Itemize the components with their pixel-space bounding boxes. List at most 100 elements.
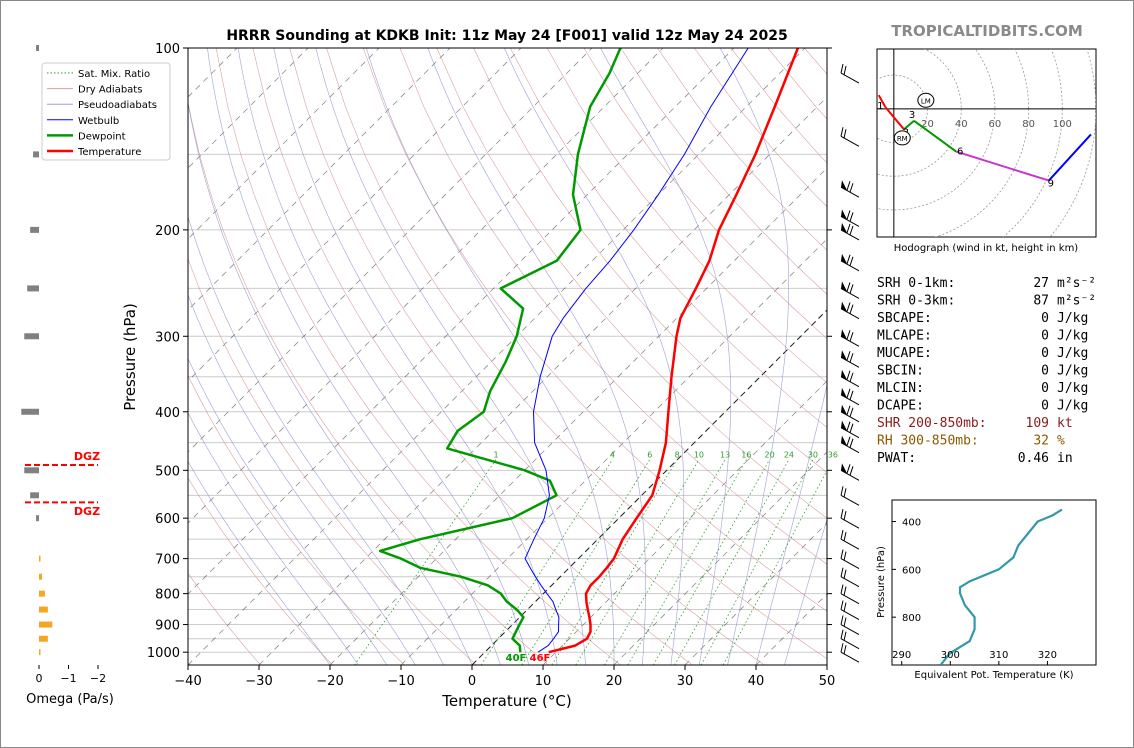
isotherm	[188, 48, 522, 382]
mixing-ratio-line	[604, 459, 726, 665]
omega-bar	[21, 408, 39, 415]
x-tick-label: −10	[387, 674, 414, 689]
barb-tick	[840, 549, 844, 559]
hodograph-panel: 2040608010012369LMRM	[876, 48, 1097, 238]
hodograph-ring-label: 60	[989, 119, 1002, 130]
y-tick-label: 1000	[147, 646, 180, 661]
index-unit: J/kg	[1057, 399, 1088, 414]
legend-label: Dewpoint	[78, 131, 126, 142]
barb-tick	[849, 438, 854, 448]
theta-e-frame	[891, 499, 1097, 666]
y-tick-label: 500	[155, 464, 180, 479]
barb-tick	[846, 351, 851, 361]
barb-tick	[846, 282, 851, 292]
barb-tick	[840, 600, 844, 610]
index-name: MLCAPE:	[877, 329, 932, 344]
index-unit: J/kg	[1057, 329, 1088, 344]
omega-bar	[39, 606, 48, 613]
isotherm	[613, 451, 827, 665]
barb-tick	[840, 615, 844, 625]
y-tick-label: 600	[155, 512, 180, 527]
mixing-ratio-line	[354, 459, 497, 665]
moist-adiabat	[273, 48, 558, 665]
x-tick-label: 20	[606, 674, 623, 689]
dry-adiabat	[510, 48, 827, 428]
index-unit: kt	[1057, 416, 1073, 431]
hodograph-caption: Hodograph (wind in kt, height in km)	[894, 243, 1079, 254]
moist-adiabat	[207, 48, 501, 665]
theta-e-xlabel: Equivalent Pot. Temperature (K)	[914, 670, 1073, 681]
barb-tick	[843, 645, 847, 655]
dry-adiabat	[188, 100, 549, 665]
hodograph-inner: 2040608010012369LMRM	[877, 49, 1096, 237]
mixing-ratio-label: 20	[765, 451, 775, 460]
omega-tick-label: −2	[90, 672, 106, 685]
dry-adiabat	[188, 257, 477, 665]
dry-adiabat	[583, 48, 827, 339]
index-value: 0	[1041, 381, 1049, 396]
barb-tick	[846, 330, 851, 340]
moist-adiabat	[188, 412, 359, 665]
index-name: MLCIN:	[877, 381, 924, 396]
index-name: SRH 0-3km:	[877, 294, 955, 309]
hodograph-frame	[876, 48, 1097, 238]
wind-barb	[840, 530, 860, 550]
skewt-profiles	[378, 48, 800, 654]
legend-label: Pseudoadiabats	[78, 100, 157, 111]
theta-e-y-tick-label: 800	[902, 613, 921, 624]
index-name: DCAPE:	[877, 399, 924, 414]
wind-barb	[840, 600, 860, 620]
theta-e-ylabel: Pressure (hPa)	[876, 546, 887, 618]
y-tick-label: 400	[155, 406, 180, 421]
isotherm	[188, 48, 380, 240]
barb-tick	[840, 63, 844, 74]
barb-tick	[843, 631, 847, 641]
dry-adiabat	[399, 48, 827, 565]
barb-tick	[846, 181, 851, 191]
mixing-ratio-label: 16	[741, 451, 751, 460]
mixing-ratio-line	[722, 469, 827, 665]
barb-tick	[849, 256, 854, 266]
y-tick-label: 800	[155, 588, 180, 603]
barb-flag	[841, 329, 847, 340]
dry-adiabat	[436, 48, 827, 519]
isotherm	[188, 48, 806, 665]
index-value: 0	[1041, 346, 1049, 361]
wind-barb	[840, 387, 860, 406]
index-name: SHR 200-850mb:	[877, 416, 987, 431]
barb-tick	[846, 370, 851, 380]
moist-adiabat	[719, 48, 789, 665]
wind-barb	[840, 420, 860, 439]
isotherm	[188, 48, 593, 453]
barb-tick	[846, 302, 851, 312]
hodograph-ring-label: 100	[1053, 119, 1072, 130]
wind-barb	[840, 127, 860, 147]
chart-title: HRRR Sounding at KDKB Init: 11z May 24 […	[226, 28, 787, 44]
wind-barb	[840, 369, 860, 388]
isotherm	[329, 167, 827, 665]
hodograph-segment	[913, 119, 957, 153]
barb-flag	[841, 301, 847, 312]
barb-tick	[849, 225, 854, 236]
barb-flag	[841, 281, 847, 292]
mixing-ratio-label: 24	[784, 451, 794, 460]
left-mover-marker	[917, 92, 935, 108]
barb-flag	[841, 222, 847, 233]
index-unit: in	[1057, 451, 1073, 466]
mixing-ratio-label: 10	[694, 451, 704, 460]
index-value: 0	[1041, 311, 1049, 326]
hodograph-height-label: 9	[1048, 179, 1054, 190]
theta-e-x-tick-label: 290	[892, 650, 911, 661]
skewt-xlabel: Temperature (°C)	[441, 692, 571, 710]
barb-flag	[841, 420, 847, 431]
index-name: MUCAPE:	[877, 346, 932, 361]
isotherm	[542, 380, 827, 665]
skewt-axes: −40 −30 −20 −10 0 10 20 30 40 50 100 200 300 400 500 60…	[147, 42, 835, 689]
barb-tick	[849, 304, 854, 314]
mixing-ratio-label: 13	[720, 451, 730, 460]
barb-tick	[849, 212, 854, 222]
omega-bar	[24, 333, 39, 340]
hodograph-ring-label: 80	[1022, 119, 1035, 130]
isotherm	[188, 48, 451, 311]
barb-tick	[849, 407, 854, 417]
